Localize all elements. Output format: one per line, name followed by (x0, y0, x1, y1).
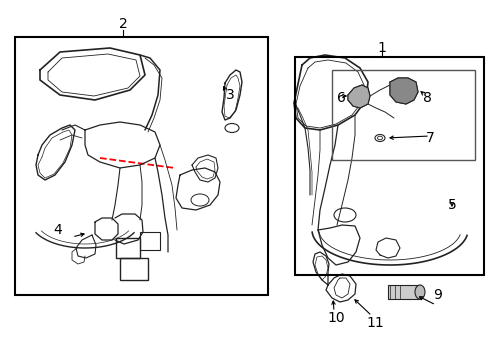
Text: 2: 2 (119, 17, 127, 31)
Text: 10: 10 (326, 311, 344, 325)
Bar (387, 285, 419, 299)
Polygon shape (347, 85, 369, 108)
Text: 1: 1 (377, 41, 386, 55)
Text: 11: 11 (366, 316, 383, 330)
Text: 4: 4 (54, 223, 62, 237)
Bar (116, 238, 140, 258)
Text: 9: 9 (433, 288, 442, 302)
Text: 3: 3 (225, 88, 234, 102)
Ellipse shape (414, 285, 424, 299)
Bar (120, 258, 148, 280)
Text: 6: 6 (336, 91, 345, 105)
Bar (15, 37, 267, 295)
Bar (331, 70, 474, 160)
Bar (294, 57, 483, 275)
Text: 5: 5 (447, 198, 455, 212)
Polygon shape (389, 78, 417, 104)
Bar (140, 232, 160, 250)
Text: 8: 8 (422, 91, 430, 105)
Text: 7: 7 (425, 131, 433, 145)
